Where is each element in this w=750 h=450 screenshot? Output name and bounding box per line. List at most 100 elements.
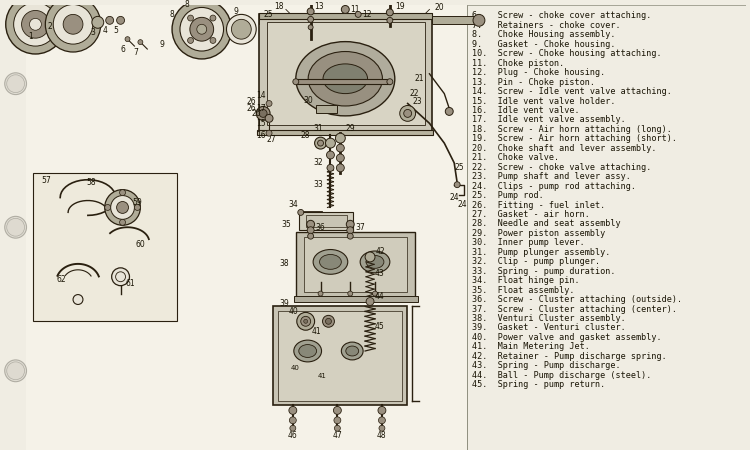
Text: 32: 32: [314, 158, 323, 167]
Text: 15.  Idle vent valve holder.: 15. Idle vent valve holder.: [472, 96, 616, 105]
Text: 22: 22: [410, 89, 419, 98]
Text: 8: 8: [170, 10, 175, 19]
Circle shape: [326, 318, 332, 324]
Text: 33.  Spring - pump duration.: 33. Spring - pump duration.: [472, 267, 616, 276]
Text: 45.  Spring - pump return.: 45. Spring - pump return.: [472, 380, 605, 389]
Text: 12: 12: [362, 10, 372, 19]
Text: 26.  Fitting - fuel inlet.: 26. Fitting - fuel inlet.: [472, 201, 605, 210]
Circle shape: [4, 216, 26, 238]
Text: 23: 23: [413, 97, 422, 106]
Circle shape: [308, 25, 314, 30]
Bar: [306, 216, 347, 227]
Circle shape: [446, 108, 453, 115]
Circle shape: [226, 14, 256, 44]
Text: 1: 1: [28, 32, 33, 40]
Text: 39: 39: [279, 299, 289, 308]
Bar: [296, 79, 390, 84]
Text: 25: 25: [263, 10, 273, 19]
Text: 62: 62: [56, 275, 66, 284]
Text: 17.  Idle vent valve assembly.: 17. Idle vent valve assembly.: [472, 116, 626, 125]
Ellipse shape: [366, 256, 384, 268]
Text: 8.   Choke Housing assembly.: 8. Choke Housing assembly.: [472, 30, 616, 39]
Circle shape: [307, 220, 314, 228]
Circle shape: [387, 18, 393, 23]
Text: 39.  Gasket - Venturi cluster.: 39. Gasket - Venturi cluster.: [472, 324, 626, 333]
Bar: [304, 237, 406, 292]
Text: 13.  Pin - Choke piston.: 13. Pin - Choke piston.: [472, 77, 595, 86]
Circle shape: [387, 79, 393, 85]
Circle shape: [210, 37, 216, 43]
Bar: [278, 311, 402, 400]
Circle shape: [105, 204, 111, 211]
Text: 47: 47: [332, 431, 342, 440]
Circle shape: [348, 291, 352, 296]
Circle shape: [29, 18, 41, 30]
Circle shape: [337, 144, 344, 152]
Text: 17: 17: [256, 104, 266, 113]
Text: 23.  Pump shaft and lever assy.: 23. Pump shaft and lever assy.: [472, 172, 631, 181]
Circle shape: [314, 137, 326, 149]
Text: 9: 9: [234, 7, 238, 16]
Text: 4: 4: [102, 26, 107, 35]
Bar: [316, 105, 338, 113]
Circle shape: [298, 209, 304, 216]
Text: 34: 34: [288, 200, 298, 209]
Text: 40: 40: [289, 307, 298, 316]
Circle shape: [138, 40, 142, 45]
Text: 29: 29: [346, 124, 355, 133]
Circle shape: [7, 218, 25, 236]
Text: 10.  Screw - Choke housing attaching.: 10. Screw - Choke housing attaching.: [472, 49, 662, 58]
Circle shape: [172, 0, 232, 59]
Circle shape: [334, 425, 340, 431]
Bar: [260, 14, 433, 19]
Circle shape: [188, 37, 194, 43]
Circle shape: [326, 138, 335, 148]
Circle shape: [346, 227, 354, 234]
Circle shape: [260, 109, 267, 117]
Text: 36: 36: [316, 223, 326, 232]
Text: 59: 59: [133, 198, 142, 207]
Circle shape: [327, 164, 334, 171]
Circle shape: [4, 73, 26, 94]
Circle shape: [334, 406, 341, 414]
Text: 14.  Screw - Idle vent valve attaching.: 14. Screw - Idle vent valve attaching.: [472, 87, 672, 96]
Text: 11.  Choke piston.: 11. Choke piston.: [472, 58, 564, 68]
Ellipse shape: [341, 342, 363, 360]
Text: 11: 11: [350, 5, 360, 14]
Bar: [433, 16, 482, 24]
Circle shape: [22, 10, 50, 38]
Text: 27: 27: [266, 135, 276, 144]
Circle shape: [290, 425, 296, 431]
Text: 42: 42: [375, 248, 385, 256]
Circle shape: [292, 79, 298, 85]
Ellipse shape: [323, 64, 368, 94]
Text: 28.  Needle and seat assembly: 28. Needle and seat assembly: [472, 220, 621, 229]
Circle shape: [308, 233, 314, 239]
Circle shape: [326, 151, 334, 159]
Text: 43.  Spring - Pump discharge.: 43. Spring - Pump discharge.: [472, 361, 621, 370]
Circle shape: [45, 0, 100, 52]
Circle shape: [290, 417, 296, 424]
Circle shape: [404, 109, 412, 117]
Circle shape: [289, 406, 297, 414]
Text: 18: 18: [274, 2, 284, 11]
Circle shape: [347, 233, 353, 239]
Text: 25: 25: [454, 163, 464, 172]
Circle shape: [232, 19, 251, 39]
Circle shape: [111, 196, 134, 219]
Ellipse shape: [314, 249, 348, 274]
Bar: [267, 22, 424, 125]
Circle shape: [297, 312, 314, 330]
Text: 29.  Power piston assembly: 29. Power piston assembly: [472, 229, 605, 238]
Circle shape: [337, 164, 344, 172]
Circle shape: [125, 36, 130, 42]
Circle shape: [335, 133, 345, 143]
Text: 20.  Choke shaft and lever assembly.: 20. Choke shaft and lever assembly.: [472, 144, 656, 153]
Circle shape: [265, 114, 273, 122]
Bar: [467, 4, 746, 450]
Text: 8: 8: [184, 0, 189, 9]
Circle shape: [379, 425, 385, 431]
Circle shape: [190, 18, 214, 41]
Text: 33: 33: [314, 180, 323, 189]
Text: 27.  Gasket - air horn.: 27. Gasket - air horn.: [472, 210, 590, 219]
